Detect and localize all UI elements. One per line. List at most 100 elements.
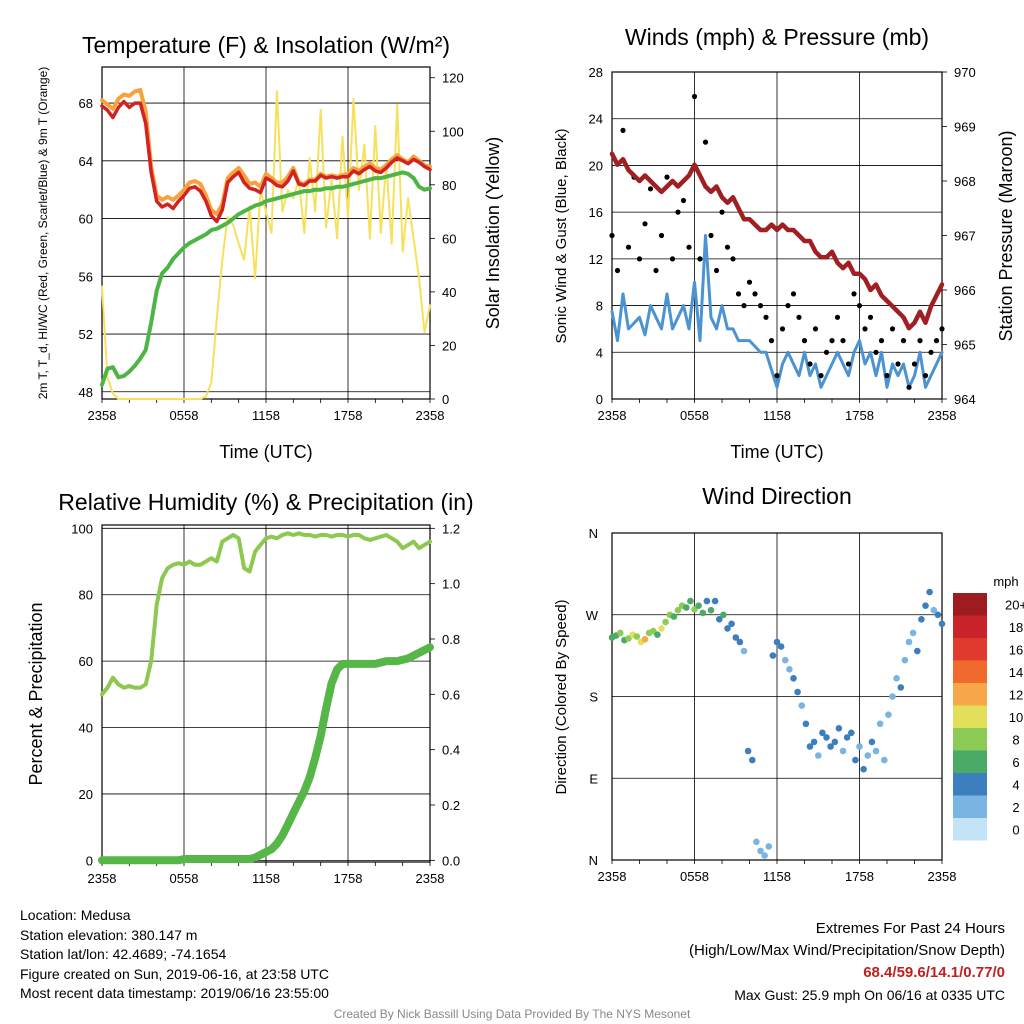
direction-point [707, 606, 715, 614]
speed-legend-swatch [953, 615, 987, 638]
direction-point [662, 618, 669, 626]
speed-legend-label: 20+ [1005, 597, 1024, 612]
direction-point [798, 702, 806, 709]
speed-legend-swatch [953, 660, 987, 683]
humidity-xtick-label: 1758 [334, 871, 363, 886]
direction-point [744, 747, 752, 755]
direction-point [617, 629, 624, 637]
direction-point [868, 738, 876, 746]
gust-point [779, 326, 786, 332]
gust-point [719, 209, 725, 215]
gust-point [928, 349, 934, 355]
direction-point [683, 604, 690, 611]
humidity-ytick-label: 20 [79, 787, 93, 802]
gust-point [851, 291, 857, 297]
direction-point [864, 752, 872, 759]
direction-point [860, 765, 867, 773]
recent-data-text: Most recent data timestamp: 2019/06/16 2… [20, 985, 329, 1001]
winds-xtick-label: 2358 [598, 408, 627, 423]
gust-point [889, 326, 896, 332]
pressure-yaxis-label: Station Pressure (Maroon) [996, 130, 1016, 341]
direction-point [806, 743, 814, 750]
direction-point [703, 597, 711, 605]
gust-point [790, 291, 797, 297]
direction-point [633, 633, 641, 640]
speed-legend-label: 2 [1012, 800, 1019, 815]
gust-point [724, 244, 731, 250]
insolation-yaxis-label: Solar Insolation (Yellow) [483, 137, 503, 329]
gust-point [735, 291, 742, 297]
direction-point [761, 852, 768, 859]
precipitation-y2tick-label: 0.6 [442, 687, 460, 702]
winds-xtick-label: 2358 [928, 408, 957, 423]
speed-legend-swatch [953, 683, 987, 706]
extremes-block: Extremes For Past 24 Hours (High/Low/Max… [689, 918, 1005, 1006]
precipitation-y2tick-label: 1.0 [442, 577, 460, 592]
speed-legend-label: 16 [1009, 642, 1023, 657]
direction-point [786, 666, 793, 673]
pressure-y2tick-label: 967 [954, 229, 976, 244]
temperature-ytick-label: 56 [79, 269, 93, 284]
gust-point [686, 244, 692, 250]
direction-point [901, 656, 909, 664]
temperature-xtick-label: 0558 [170, 408, 199, 423]
direction-point [881, 756, 888, 764]
extremes-subtitle: (High/Low/Max Wind/Precipitation/Snow De… [689, 942, 1005, 959]
winds-xaxis-label: Time (UTC) [730, 442, 823, 462]
direction-point [810, 738, 818, 746]
direction-point [930, 606, 938, 614]
speed-legend-label: 12 [1009, 687, 1023, 702]
speed-legend-label: 14 [1009, 665, 1023, 680]
direction-xtick-label: 1158 [763, 869, 791, 884]
direction-point [728, 620, 735, 628]
insolation-y2tick-label: 100 [442, 124, 464, 139]
gust-point [741, 303, 747, 309]
extremes-values: 68.4/59.6/14.1/0.77/0 [863, 964, 1005, 981]
gust-point [939, 326, 945, 332]
direction-point [720, 611, 727, 619]
temperature-xtick-label: 2358 [416, 408, 445, 423]
direction-ytick-label: W [586, 608, 599, 623]
gust-point [768, 338, 775, 344]
gust-point [625, 244, 632, 250]
direction-point [753, 838, 760, 846]
winds-xtick-label: 0558 [680, 408, 709, 423]
humidity-ytick-label: 60 [79, 654, 93, 669]
winds-ytick-label: 12 [589, 252, 603, 267]
humidity-ytick-label: 0 [86, 853, 93, 868]
humidity-xtick-label: 2358 [88, 871, 117, 886]
direction-point [782, 656, 789, 664]
temperature-xtick-label: 2358 [88, 408, 117, 423]
direction-point [938, 620, 946, 628]
gust-point [922, 373, 929, 379]
humidity-ytick-label: 80 [79, 588, 93, 603]
pressure-y2tick-label: 969 [954, 120, 976, 135]
direction-point [835, 725, 843, 732]
humidity-yaxis-label: Percent & Precipitation [26, 602, 46, 785]
gust-point [658, 232, 665, 239]
direction-ytick-label: E [589, 771, 598, 786]
gust-point [763, 314, 769, 320]
sonic-wind-series-line [610, 234, 944, 389]
speed-legend-label: 8 [1012, 732, 1019, 747]
gust-point [680, 197, 687, 204]
gust-point [900, 338, 907, 344]
direction-point [732, 634, 740, 641]
gust-point [691, 93, 698, 100]
direction-point [852, 756, 859, 764]
direction-point [716, 616, 723, 623]
gust-point [878, 338, 885, 344]
gust-point [862, 326, 868, 332]
direction-point [815, 752, 822, 759]
insolation-y2tick-label: 80 [442, 178, 456, 193]
direction-point [926, 588, 933, 596]
gust-point [801, 338, 808, 344]
direction-point [897, 684, 905, 691]
speed-legend-label: 18 [1009, 620, 1023, 635]
gust-point [873, 349, 879, 355]
latlon-text: Station lat/lon: 42.4689; -74.1654 [20, 946, 227, 962]
direction-chart-title: Wind Direction [702, 483, 852, 509]
speed-legend-swatch [953, 728, 987, 751]
direction-point [876, 720, 884, 728]
direction-point [699, 609, 707, 617]
